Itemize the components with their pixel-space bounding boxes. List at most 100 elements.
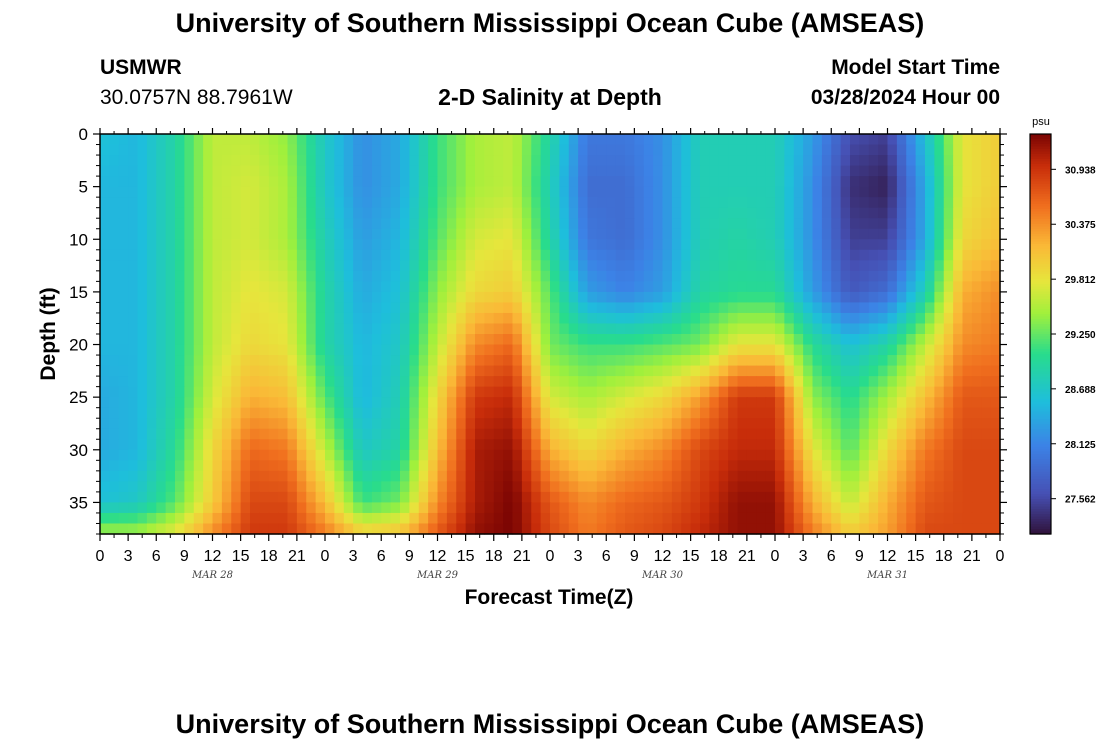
heatmap-cell [981, 291, 992, 304]
heatmap-cell [718, 281, 729, 293]
heatmap-cell [915, 334, 926, 346]
heatmap-cell [831, 207, 842, 219]
heatmap-cell [118, 239, 129, 251]
heatmap-cell [334, 144, 345, 156]
heatmap-cell [493, 260, 504, 272]
heatmap-cell [718, 260, 729, 272]
heatmap-cell [615, 460, 626, 472]
heatmap-cell [184, 197, 195, 209]
heatmap-cell [878, 228, 889, 240]
heatmap-cell [756, 418, 767, 430]
x-tick-label: 0 [96, 548, 105, 565]
heatmap-cell [578, 218, 589, 230]
heatmap-cell [531, 512, 542, 525]
heatmap-cell [690, 397, 701, 409]
heatmap-cell [690, 155, 701, 167]
heatmap-cell [615, 302, 626, 314]
heatmap-cell [925, 281, 935, 293]
heatmap-cell [268, 386, 279, 398]
heatmap-cell [315, 491, 326, 504]
heatmap-cell [850, 239, 860, 251]
heatmap-cell [353, 197, 364, 209]
x-tick-label: 9 [855, 548, 864, 565]
heatmap-cell [540, 523, 551, 535]
heatmap-cell [578, 355, 589, 367]
heatmap-cell [606, 165, 617, 177]
heatmap-cell [653, 512, 664, 525]
heatmap-cell [906, 481, 917, 493]
heatmap-cell [615, 334, 626, 346]
heatmap-cell [615, 134, 626, 146]
heatmap-cell [109, 134, 120, 146]
heatmap-cell [137, 239, 148, 251]
heatmap-cell [981, 249, 992, 261]
heatmap-cell [465, 365, 476, 377]
heatmap-cell [381, 491, 392, 504]
heatmap-cell [643, 397, 654, 409]
heatmap-cell [540, 197, 551, 209]
heatmap-cell [390, 523, 401, 535]
heatmap-cell [503, 249, 514, 261]
heatmap-cell [521, 481, 532, 493]
heatmap-cell [953, 249, 964, 261]
heatmap-cell [850, 376, 860, 388]
heatmap-cell [953, 197, 964, 209]
heatmap-cell [587, 186, 598, 198]
heatmap-cell [671, 249, 682, 261]
heatmap-cell [765, 197, 776, 209]
heatmap-cell [934, 355, 945, 367]
heatmap-cell [240, 491, 251, 504]
heatmap-cell [456, 239, 467, 251]
heatmap-cell [175, 323, 185, 335]
heatmap-cell [362, 302, 373, 314]
heatmap-cell [221, 218, 232, 230]
heatmap-cell [362, 397, 373, 409]
heatmap-cell [840, 323, 851, 335]
heatmap-cell [859, 165, 870, 177]
colorbar-segment [1030, 244, 1051, 248]
heatmap-cell [962, 397, 973, 409]
heatmap-cell [718, 439, 729, 451]
heatmap-cell [681, 270, 692, 282]
heatmap-cell [212, 470, 223, 482]
heatmap-cell [456, 323, 467, 335]
heatmap-cell [606, 260, 617, 272]
heatmap-cell [812, 418, 823, 430]
heatmap-cell [681, 491, 692, 504]
heatmap-cell [596, 397, 607, 409]
heatmap-cell [268, 144, 279, 156]
heatmap-cell [100, 312, 110, 325]
heatmap-cell [212, 418, 223, 430]
heatmap-cell [784, 355, 795, 367]
heatmap-cell [109, 418, 120, 430]
heatmap-cell [484, 197, 495, 209]
heatmap-cell [578, 365, 589, 377]
heatmap-cell [278, 386, 289, 398]
heatmap-cell [493, 502, 504, 514]
heatmap-cell [371, 481, 382, 493]
heatmap-cell [643, 449, 654, 461]
heatmap-cell [943, 344, 954, 356]
heatmap-cell [981, 344, 992, 356]
heatmap-cell [400, 470, 410, 482]
heatmap-cell [109, 218, 120, 230]
heatmap-cell [371, 344, 382, 356]
colorbar-segment [1030, 389, 1051, 393]
heatmap-cell [615, 344, 626, 356]
heatmap-cell [100, 197, 110, 209]
heatmap-cell [634, 439, 645, 451]
heatmap-cell [915, 355, 926, 367]
heatmap-cell [934, 439, 945, 451]
heatmap-cell [653, 323, 664, 335]
colorbar-segment [1030, 169, 1051, 173]
heatmap-cell [981, 144, 992, 156]
heatmap-cell [456, 460, 467, 472]
heatmap-cell [296, 281, 307, 293]
heatmap-cell [409, 407, 420, 419]
heatmap-cell [268, 344, 279, 356]
heatmap-cell [578, 302, 589, 314]
x-tick-label: 9 [180, 548, 189, 565]
heatmap-cell [184, 165, 195, 177]
heatmap-cell [418, 155, 429, 167]
heatmap-cell [465, 218, 476, 230]
